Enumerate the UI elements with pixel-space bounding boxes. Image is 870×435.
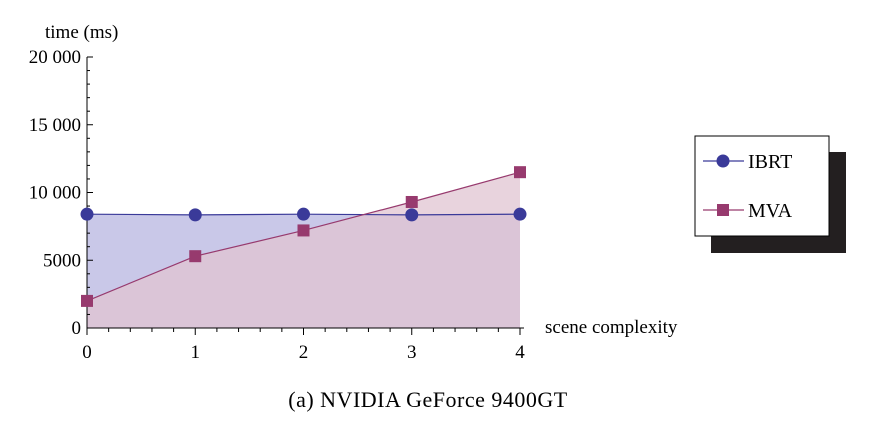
y-tick-label: 15 000 xyxy=(29,115,81,136)
data-point-mva xyxy=(297,224,310,237)
legend: IBRT MVA xyxy=(694,135,846,253)
y-tick-label: 20 000 xyxy=(29,47,81,68)
x-tick-label: 4 xyxy=(515,342,525,363)
ticks: 0 5000 10 000 15 000 20 000 0 1 2 3 4 xyxy=(29,47,526,363)
y-axis-label: time (ms) xyxy=(45,22,118,43)
x-tick-label: 3 xyxy=(407,342,417,363)
caption: (a) NVIDIA GeForce 9400GT xyxy=(288,387,568,412)
data-point-mva xyxy=(81,294,93,307)
legend-box xyxy=(694,135,830,237)
data-point-ibrt xyxy=(513,207,527,221)
legend-label-mva: MVA xyxy=(748,200,793,222)
data-point-mva xyxy=(514,166,526,179)
x-tick-label: 2 xyxy=(299,342,309,363)
legend-marker-mva xyxy=(717,204,729,216)
data-point-mva xyxy=(189,250,202,263)
series-fills xyxy=(87,172,520,328)
y-tick-label: 10 000 xyxy=(29,183,81,204)
data-point-ibrt xyxy=(405,208,419,222)
x-tick-label: 0 xyxy=(82,342,92,363)
x-axis-label: scene complexity xyxy=(545,317,678,338)
y-tick-label: 0 xyxy=(72,318,82,339)
y-tick-label: 5000 xyxy=(43,250,81,271)
data-point-ibrt xyxy=(80,207,94,221)
legend-marker-ibrt xyxy=(716,154,730,168)
x-tick-label: 1 xyxy=(191,342,201,363)
data-point-mva xyxy=(405,195,418,208)
legend-label-ibrt: IBRT xyxy=(748,151,792,173)
data-point-ibrt xyxy=(297,207,310,221)
series-markers xyxy=(80,166,527,307)
data-point-ibrt xyxy=(188,208,202,222)
